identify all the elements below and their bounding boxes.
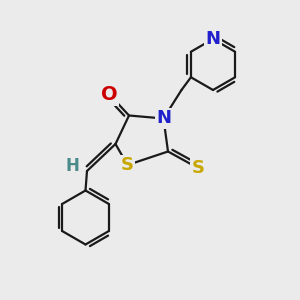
Text: S: S [191,159,205,177]
Text: N: N [206,30,220,48]
Text: O: O [101,85,118,104]
Text: S: S [121,156,134,174]
Text: H: H [65,157,79,175]
Text: N: N [156,110,171,128]
